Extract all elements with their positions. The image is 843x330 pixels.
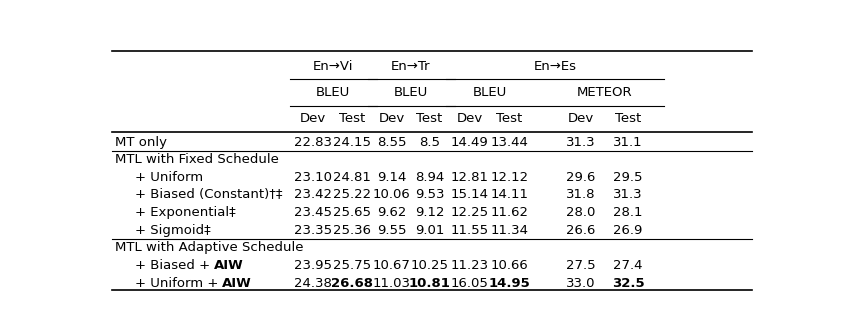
Text: 9.01: 9.01 (415, 224, 444, 237)
Text: 26.68: 26.68 (331, 277, 373, 290)
Text: 31.3: 31.3 (566, 136, 596, 148)
Text: Test: Test (496, 112, 523, 125)
Text: 9.12: 9.12 (415, 206, 444, 219)
Text: 23.10: 23.10 (294, 171, 332, 184)
Text: Dev: Dev (457, 112, 483, 125)
Text: 15.14: 15.14 (451, 188, 489, 202)
Text: 23.35: 23.35 (294, 224, 332, 237)
Text: 9.14: 9.14 (377, 171, 406, 184)
Text: 22.83: 22.83 (294, 136, 332, 148)
Text: Test: Test (416, 112, 443, 125)
Text: METEOR: METEOR (577, 86, 632, 99)
Text: Dev: Dev (568, 112, 594, 125)
Text: 24.81: 24.81 (333, 171, 371, 184)
Text: 10.25: 10.25 (411, 259, 448, 272)
Text: 23.45: 23.45 (294, 206, 332, 219)
Text: MT only: MT only (115, 136, 167, 148)
Text: Dev: Dev (300, 112, 326, 125)
Text: 27.4: 27.4 (614, 259, 642, 272)
Text: Test: Test (615, 112, 642, 125)
Text: 32.5: 32.5 (612, 277, 644, 290)
Text: + Uniform: + Uniform (135, 171, 203, 184)
Text: Dev: Dev (379, 112, 405, 125)
Text: 25.36: 25.36 (333, 224, 371, 237)
Text: BLEU: BLEU (315, 86, 350, 99)
Text: 11.55: 11.55 (451, 224, 489, 237)
Text: 31.3: 31.3 (613, 188, 643, 202)
Text: 23.42: 23.42 (294, 188, 332, 202)
Text: 11.03: 11.03 (373, 277, 411, 290)
Text: 10.06: 10.06 (373, 188, 411, 202)
Text: 14.11: 14.11 (490, 188, 528, 202)
Text: 28.0: 28.0 (566, 206, 596, 219)
Text: 14.95: 14.95 (488, 277, 530, 290)
Text: AIW: AIW (223, 277, 252, 290)
Text: 24.15: 24.15 (333, 136, 371, 148)
Text: 25.65: 25.65 (333, 206, 371, 219)
Text: 10.66: 10.66 (491, 259, 528, 272)
Text: 25.22: 25.22 (333, 188, 372, 202)
Text: BLEU: BLEU (472, 86, 507, 99)
Text: 8.94: 8.94 (415, 171, 444, 184)
Text: En→Es: En→Es (534, 60, 577, 73)
Text: 33.0: 33.0 (566, 277, 596, 290)
Text: BLEU: BLEU (394, 86, 427, 99)
Text: En→Tr: En→Tr (390, 60, 430, 73)
Text: 9.62: 9.62 (377, 206, 406, 219)
Text: 10.67: 10.67 (373, 259, 411, 272)
Text: 12.81: 12.81 (451, 171, 489, 184)
Text: 9.55: 9.55 (377, 224, 406, 237)
Text: 8.5: 8.5 (419, 136, 440, 148)
Text: 12.25: 12.25 (451, 206, 489, 219)
Text: MTL with Adaptive Schedule: MTL with Adaptive Schedule (115, 242, 303, 254)
Text: 26.9: 26.9 (614, 224, 642, 237)
Text: 28.1: 28.1 (614, 206, 642, 219)
Text: 25.75: 25.75 (333, 259, 372, 272)
Text: 11.34: 11.34 (490, 224, 528, 237)
Text: + Biased +: + Biased + (135, 259, 214, 272)
Text: 12.12: 12.12 (490, 171, 529, 184)
Text: 16.05: 16.05 (451, 277, 489, 290)
Text: 31.1: 31.1 (613, 136, 643, 148)
Text: + Biased (Constant)†‡: + Biased (Constant)†‡ (135, 188, 282, 202)
Text: 11.62: 11.62 (490, 206, 528, 219)
Text: 29.6: 29.6 (566, 171, 596, 184)
Text: En→Vi: En→Vi (313, 60, 353, 73)
Text: 9.53: 9.53 (415, 188, 444, 202)
Text: 11.23: 11.23 (451, 259, 489, 272)
Text: 26.6: 26.6 (566, 224, 596, 237)
Text: 31.8: 31.8 (566, 188, 596, 202)
Text: Test: Test (339, 112, 366, 125)
Text: 23.95: 23.95 (294, 259, 332, 272)
Text: 13.44: 13.44 (490, 136, 528, 148)
Text: AIW: AIW (214, 259, 244, 272)
Text: + Exponential‡: + Exponential‡ (135, 206, 235, 219)
Text: + Uniform +: + Uniform + (135, 277, 223, 290)
Text: 24.38: 24.38 (294, 277, 332, 290)
Text: + Sigmoid‡: + Sigmoid‡ (135, 224, 211, 237)
Text: 29.5: 29.5 (614, 171, 642, 184)
Text: 8.55: 8.55 (377, 136, 406, 148)
Text: 10.81: 10.81 (409, 277, 450, 290)
Text: MTL with Fixed Schedule: MTL with Fixed Schedule (115, 153, 279, 166)
Text: 14.49: 14.49 (451, 136, 489, 148)
Text: 27.5: 27.5 (566, 259, 596, 272)
